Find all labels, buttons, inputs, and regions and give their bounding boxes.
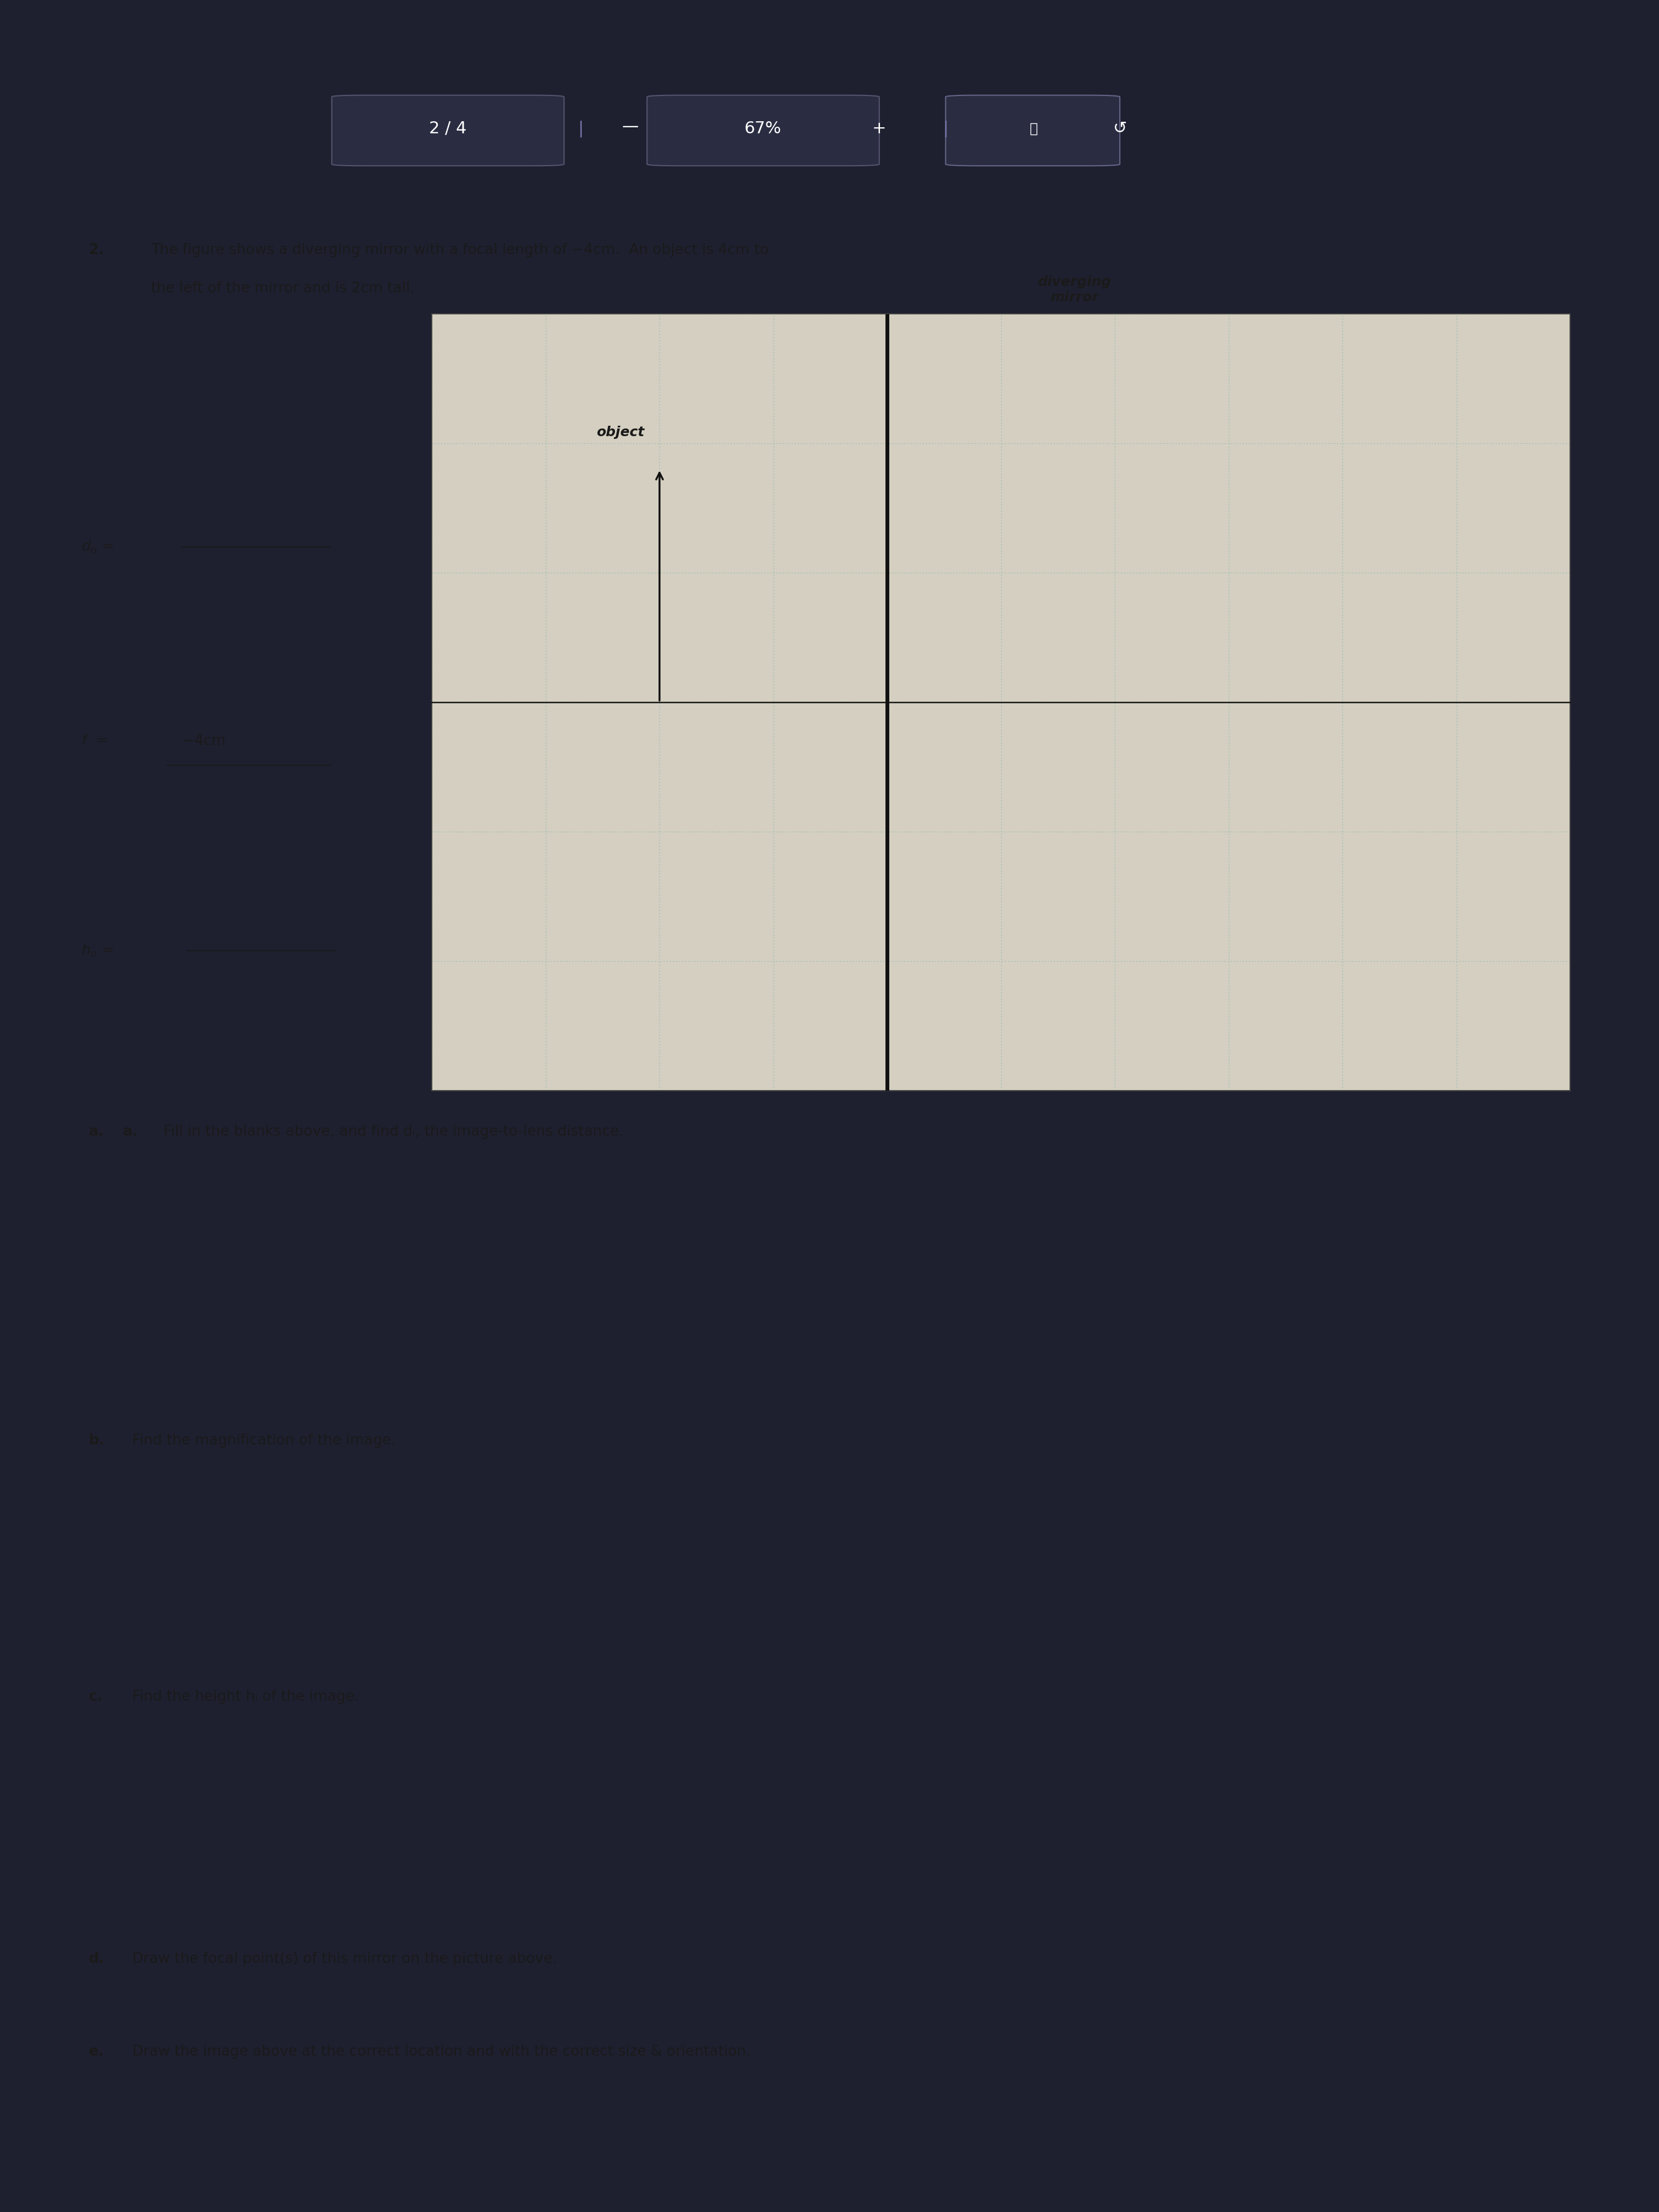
Text: $f$  =: $f$ =	[81, 734, 106, 748]
Text: a.: a.	[88, 1124, 105, 1139]
Text: a.: a.	[123, 1124, 138, 1139]
Text: Draw the image above at the correct location and with the correct size & orienta: Draw the image above at the correct loca…	[133, 2044, 752, 2059]
Text: e.: e.	[88, 2044, 105, 2059]
Text: 2 / 4: 2 / 4	[430, 122, 466, 137]
Text: the left of the mirror and is 2cm tall.: the left of the mirror and is 2cm tall.	[151, 281, 415, 296]
FancyBboxPatch shape	[332, 95, 564, 166]
Text: c.: c.	[88, 1690, 103, 1703]
Text: −4cm: −4cm	[182, 734, 226, 748]
Text: $h_o$ =: $h_o$ =	[81, 942, 113, 958]
Text: diverging
mirror: diverging mirror	[1037, 274, 1112, 303]
Text: $d_o$ =: $d_o$ =	[81, 540, 113, 555]
FancyBboxPatch shape	[647, 95, 879, 166]
Bar	[431, 314, 1569, 1091]
Text: 2.: 2.	[88, 243, 105, 257]
Text: Find the height hᵢ of the image.: Find the height hᵢ of the image.	[133, 1690, 360, 1703]
Text: Fill in the blanks above, and find dᵢ, the image-to-lens distance.: Fill in the blanks above, and find dᵢ, t…	[164, 1124, 624, 1139]
Text: Draw the focal point(s) of this mirror on the picture above.: Draw the focal point(s) of this mirror o…	[133, 1951, 557, 1966]
Text: Find the magnification of the image.: Find the magnification of the image.	[133, 1433, 397, 1447]
Bar	[431, 314, 1569, 1091]
Text: 67%: 67%	[745, 122, 781, 137]
Text: +: +	[873, 122, 886, 137]
Text: |: |	[942, 119, 949, 137]
Text: The figure shows a diverging mirror with a focal length of −4cm.  An object is 4: The figure shows a diverging mirror with…	[151, 243, 770, 257]
Text: b.: b.	[88, 1433, 105, 1447]
Text: ⧉: ⧉	[1030, 122, 1037, 135]
FancyBboxPatch shape	[946, 95, 1120, 166]
Text: object: object	[597, 425, 645, 438]
Text: d.: d.	[88, 1951, 105, 1966]
Text: —: —	[622, 119, 639, 135]
Text: ↺: ↺	[1113, 122, 1126, 137]
Text: |: |	[577, 119, 584, 137]
